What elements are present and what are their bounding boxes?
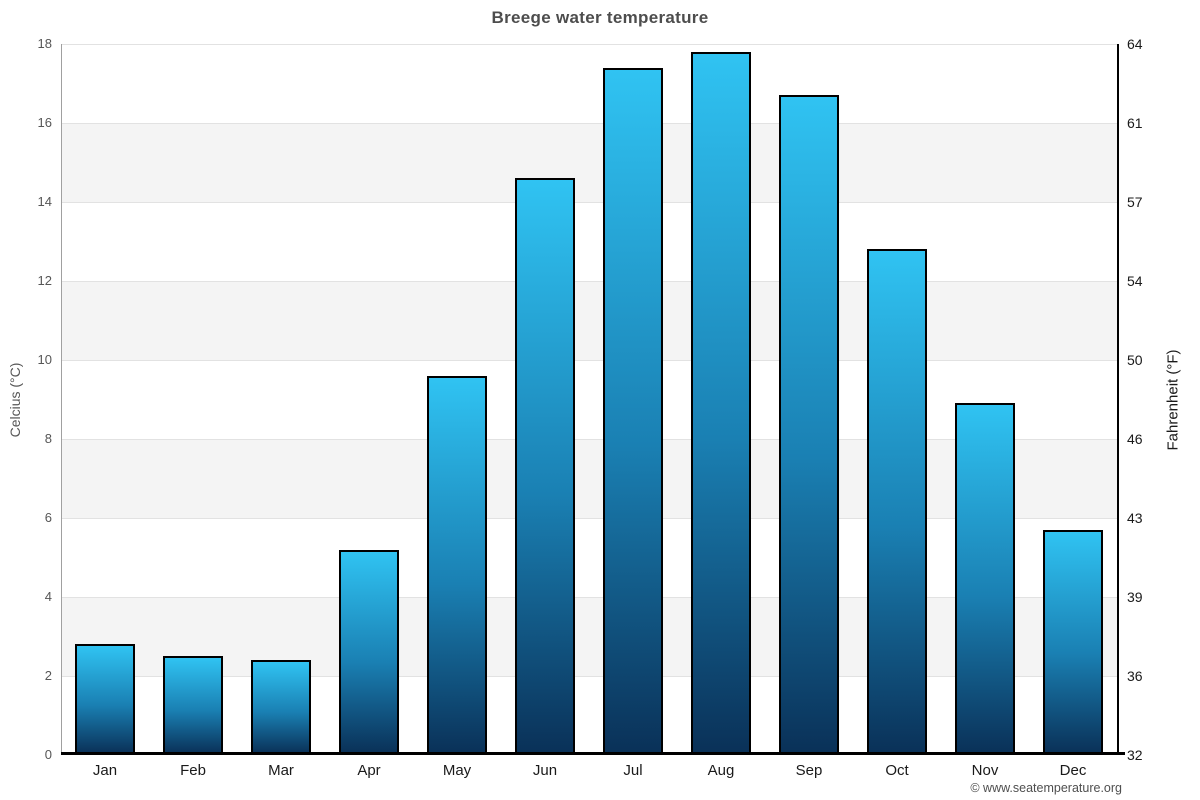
x-axis-label-may: May	[442, 762, 472, 779]
bar-jun[interactable]	[515, 178, 575, 755]
y-axis-left-tick-label: 18	[37, 36, 52, 51]
bar-nov[interactable]	[955, 403, 1015, 755]
x-axis-label-sep: Sep	[795, 762, 823, 779]
x-axis-label-jul: Jul	[623, 762, 643, 779]
y-axis-left-tick-label: 14	[37, 194, 52, 209]
y-axis-left-tick-label: 2	[44, 668, 52, 683]
x-axis-label-jan: Jan	[92, 762, 118, 779]
y-axis-right-tick-label: 64	[1127, 36, 1143, 52]
x-axis-label-jun: Jun	[532, 762, 558, 779]
y-axis-left-line	[61, 44, 62, 755]
gridline	[61, 44, 1117, 45]
plot-band	[61, 123, 1117, 202]
gridline	[61, 360, 1117, 361]
x-axis-label-aug: Aug	[707, 762, 735, 779]
y-axis-right-tick-label: 39	[1127, 589, 1143, 605]
bar-may[interactable]	[427, 375, 487, 755]
y-axis-right-title: Fahrenheit (°F)	[1164, 349, 1182, 451]
y-axis-left-tick-label: 10	[37, 352, 52, 367]
bar-feb[interactable]	[163, 656, 223, 755]
y-axis-left-tick-label: 0	[44, 747, 52, 762]
y-axis-right-line	[1117, 44, 1119, 755]
chart-title: Breege water temperature	[491, 8, 709, 27]
bar-jul[interactable]	[603, 67, 663, 755]
y-axis-right-tick-label: 61	[1127, 115, 1143, 131]
bar-aug[interactable]	[691, 51, 751, 755]
y-axis-left-tick-label: 12	[37, 273, 52, 288]
bar-mar[interactable]	[251, 660, 311, 755]
gridline	[61, 202, 1117, 203]
bar-jan[interactable]	[75, 644, 135, 755]
y-axis-left-tick-label: 8	[44, 431, 52, 446]
credit-link[interactable]: © www.seatemperature.org	[970, 781, 1122, 795]
gridline	[61, 123, 1117, 124]
y-axis-right-tick-label: 43	[1127, 510, 1143, 526]
plot-band	[61, 281, 1117, 360]
x-axis-label-feb: Feb	[180, 762, 206, 779]
gridline	[61, 281, 1117, 282]
y-axis-left-tick-label: 16	[37, 115, 52, 130]
y-axis-right-tick-label: 57	[1127, 194, 1143, 210]
y-axis-left-tick-label: 4	[44, 589, 52, 604]
bar-apr[interactable]	[339, 549, 399, 755]
y-axis-right-tick-label: 36	[1127, 668, 1143, 684]
bar-dec[interactable]	[1043, 529, 1103, 755]
y-axis-right-tick-label: 46	[1127, 431, 1143, 447]
bar-oct[interactable]	[867, 249, 927, 755]
x-axis-label-nov: Nov	[971, 762, 999, 779]
y-axis-right-tick-label: 54	[1127, 273, 1143, 289]
x-axis-label-oct: Oct	[885, 762, 909, 779]
y-axis-right-tick-label: 50	[1127, 352, 1143, 368]
x-axis-label-dec: Dec	[1059, 762, 1087, 779]
y-axis-right-tick-label: 32	[1127, 747, 1143, 763]
x-axis-label-mar: Mar	[268, 762, 294, 779]
y-axis-left-title: Celcius (°C)	[7, 362, 23, 438]
bar-sep[interactable]	[779, 95, 839, 755]
y-axis-left-tick-label: 6	[44, 510, 52, 525]
x-axis-label-apr: Apr	[357, 762, 381, 779]
